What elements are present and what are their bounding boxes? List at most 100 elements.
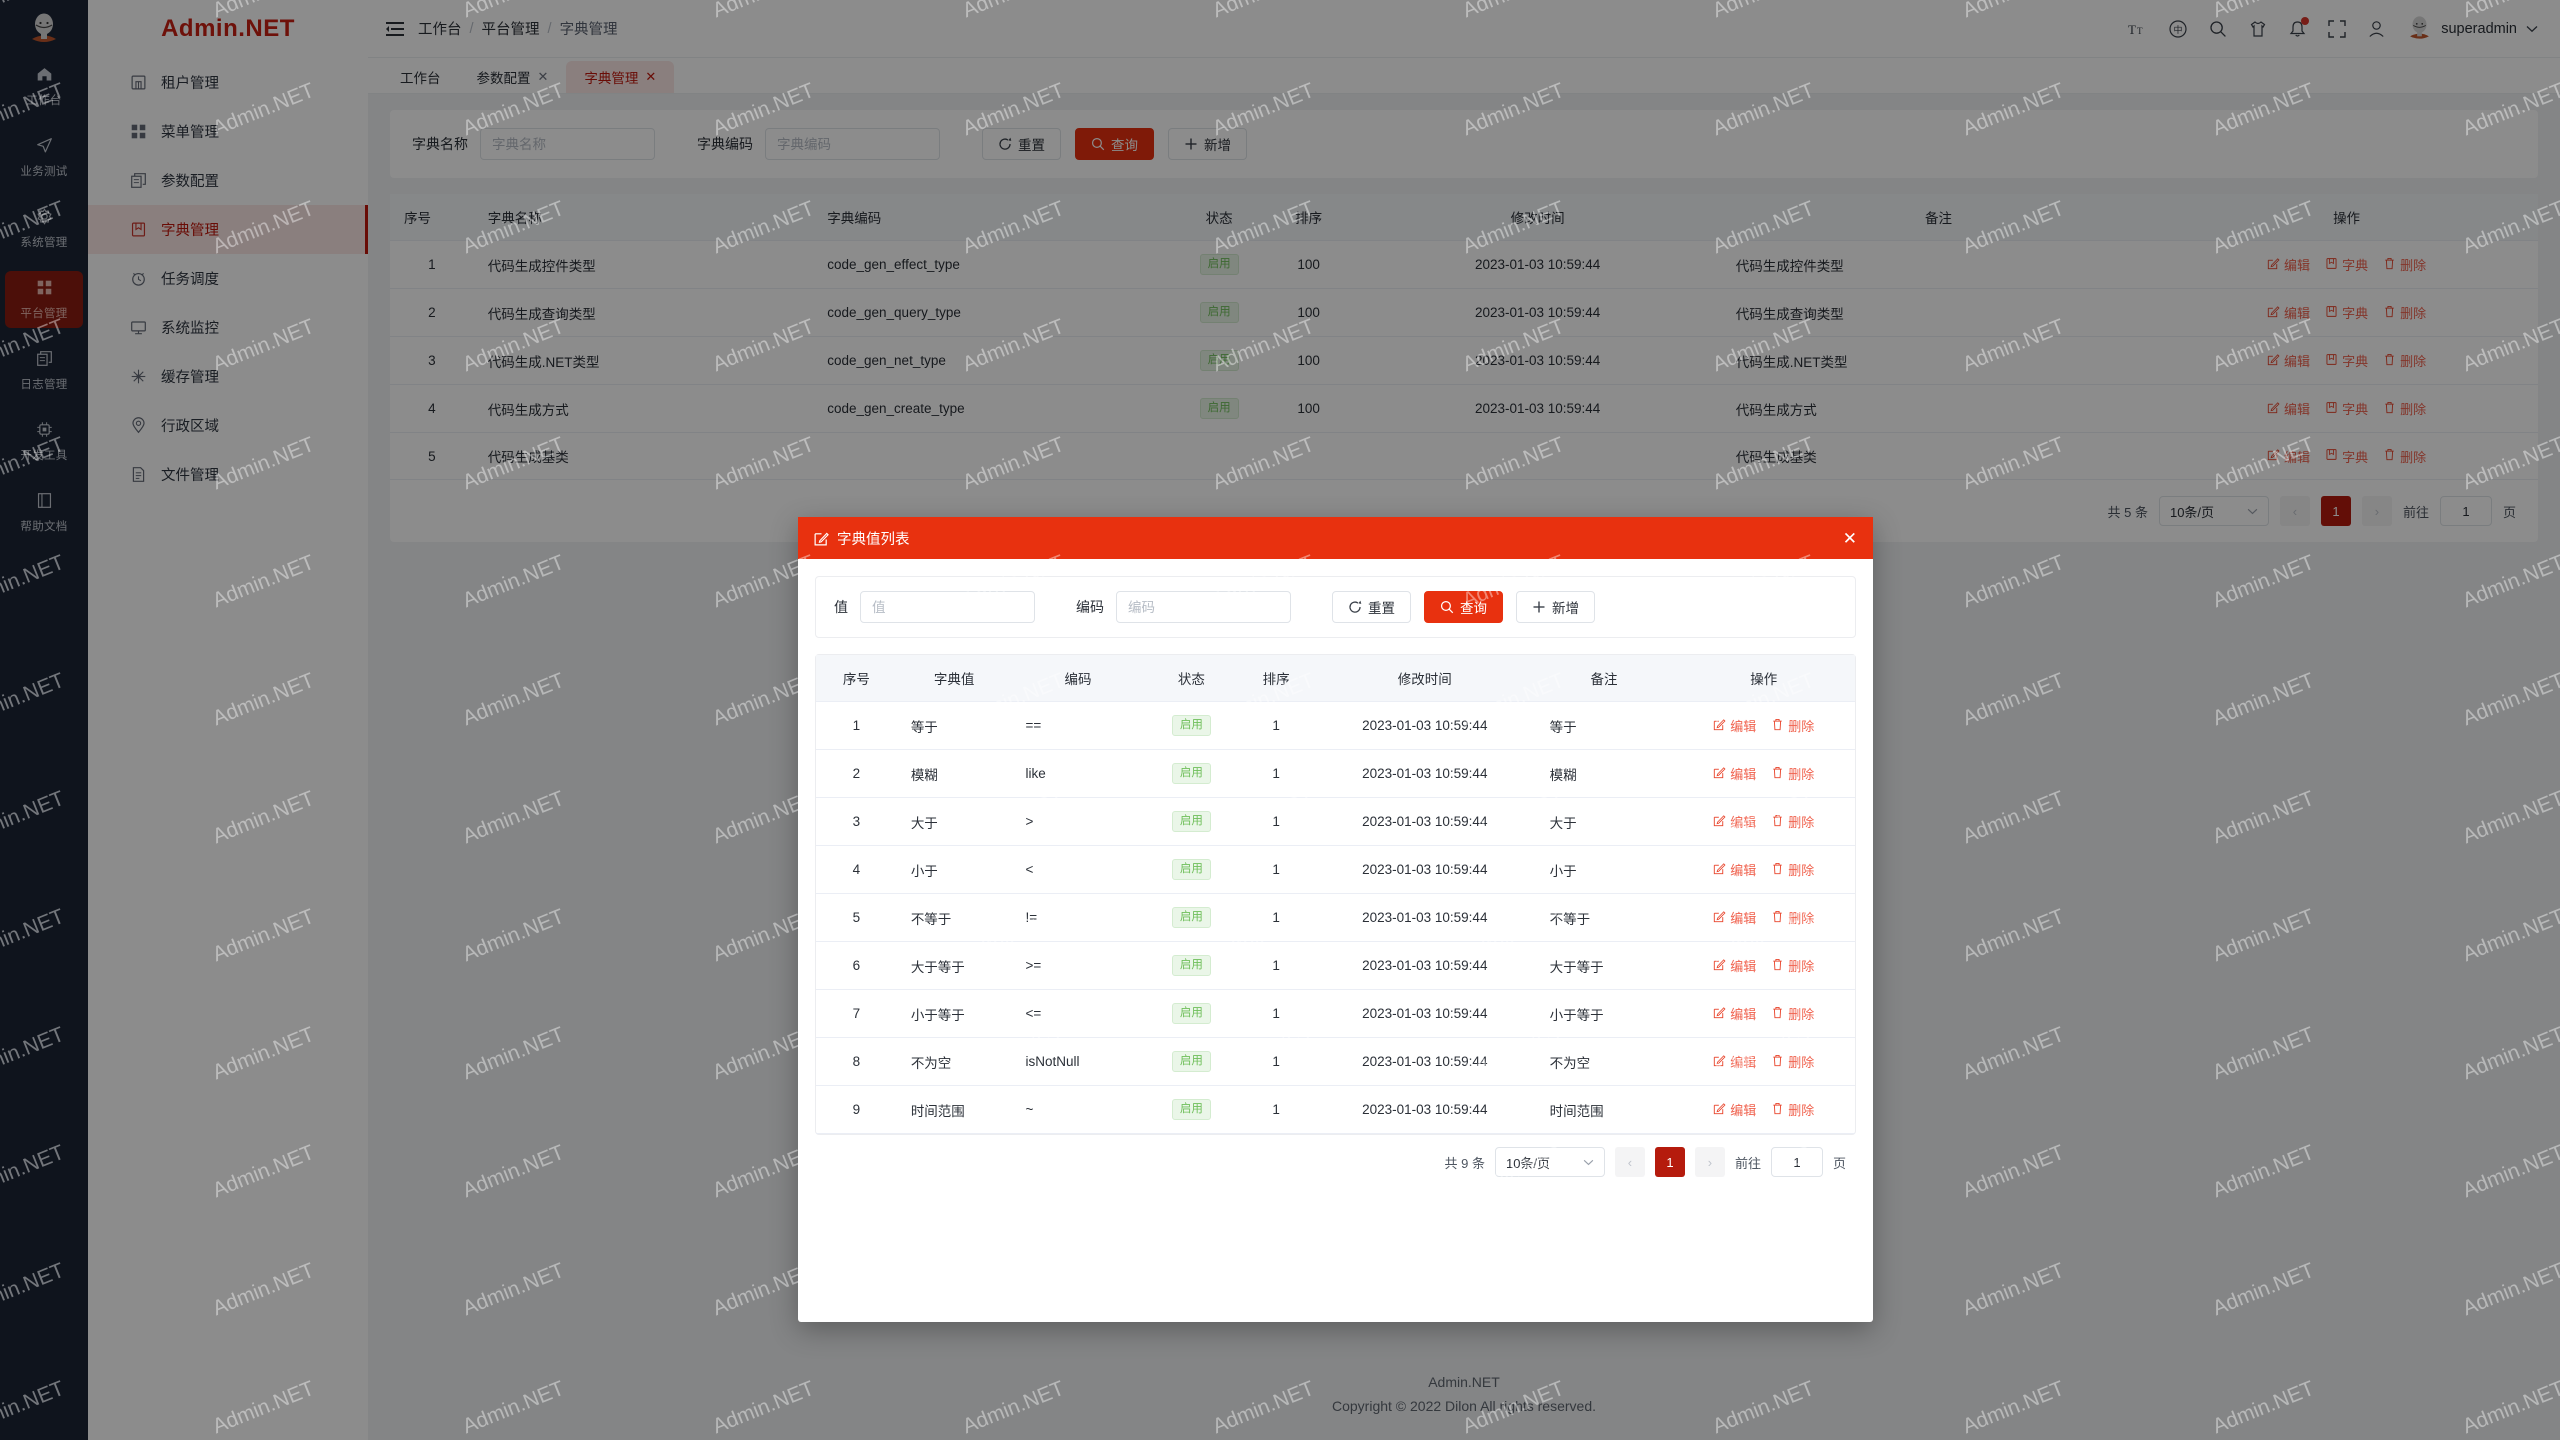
modal-add-button[interactable]: 新增	[1516, 591, 1595, 623]
op-edit-button[interactable]: 编辑	[1708, 1100, 1761, 1119]
op-edit-button[interactable]: 编辑	[1708, 812, 1761, 831]
op-trash-button[interactable]: 删除	[1766, 908, 1819, 927]
op-edit-button[interactable]: 编辑	[2262, 303, 2315, 322]
rail-item-5[interactable]: 开发工具	[5, 413, 83, 470]
op-trash-button[interactable]: 删除	[2378, 447, 2431, 466]
op-edit-button[interactable]: 编辑	[2262, 255, 2315, 274]
sidebar-item-2[interactable]: 参数配置	[88, 156, 368, 205]
notification-bell-icon[interactable]	[2289, 16, 2310, 38]
user-icon[interactable]	[2368, 20, 2385, 38]
table-row[interactable]: 1 等于 == 启用 1 2023-01-03 10:59:44 等于 编辑 删除	[816, 701, 1855, 750]
menu-collapse-icon[interactable]	[382, 21, 408, 36]
page-size-select[interactable]: 10条/页	[2158, 496, 2269, 526]
op-dictionary-button[interactable]: 字典	[2320, 303, 2373, 322]
table-row[interactable]: 3 代码生成.NET类型 code_gen_net_type 启用 100 2023-01…	[390, 336, 2538, 385]
op-edit-button[interactable]: 编辑	[1708, 860, 1761, 879]
page-number-1[interactable]: 1	[2320, 496, 2351, 526]
op-dictionary-button[interactable]: 字典	[2320, 255, 2373, 274]
sidebar-item-6[interactable]: 缓存管理	[88, 352, 368, 401]
op-edit-button[interactable]: 编辑	[1708, 716, 1761, 735]
theme-shirt-icon[interactable]	[2249, 20, 2267, 38]
table-row[interactable]: 6 大于等于 >= 启用 1 2023-01-03 10:59:44 大于等于 编辑 删除	[816, 941, 1855, 990]
op-edit-button[interactable]: 编辑	[1708, 1004, 1761, 1023]
tab-2[interactable]: 字典管理 ✕	[566, 61, 675, 93]
modal-query-button[interactable]: 查询	[1424, 591, 1503, 623]
op-edit-button[interactable]: 编辑	[1708, 764, 1761, 783]
rail-item-2[interactable]: 系统管理	[5, 200, 83, 257]
dict-name-input[interactable]	[480, 128, 655, 160]
query-button[interactable]: 查询	[1075, 128, 1154, 160]
app-logo[interactable]	[0, 0, 88, 58]
table-row[interactable]: 8 不为空 isNotNull 启用 1 2023-01-03 10:59:44 不为空 编辑…	[816, 1037, 1855, 1086]
add-button[interactable]: 新增	[1168, 128, 1247, 160]
op-trash-button[interactable]: 删除	[2378, 399, 2431, 418]
op-trash-button[interactable]: 删除	[1766, 1100, 1819, 1119]
sidebar-item-8[interactable]: 文件管理	[88, 450, 368, 499]
table-row[interactable]: 2 代码生成查询类型 code_gen_query_type 启用 100 2023-01…	[390, 288, 2538, 337]
table-row[interactable]: 3 大于 > 启用 1 2023-01-03 10:59:44 大于 编辑 删除	[816, 797, 1855, 846]
sidebar-item-1[interactable]: 菜单管理	[88, 107, 368, 156]
op-trash-button[interactable]: 删除	[2378, 351, 2431, 370]
op-edit-button[interactable]: 编辑	[2262, 447, 2315, 466]
op-dictionary-button[interactable]: 字典	[2320, 447, 2373, 466]
table-row[interactable]: 7 小于等于 <= 启用 1 2023-01-03 10:59:44 小于等于 编辑 删除	[816, 989, 1855, 1038]
modal-prev-page-button[interactable]: ‹	[1614, 1147, 1645, 1177]
op-trash-button[interactable]: 删除	[1766, 716, 1819, 735]
op-edit-button[interactable]: 编辑	[1708, 956, 1761, 975]
table-row[interactable]: 5 代码生成基类 代码生成基类 编辑 字典 删除	[390, 432, 2538, 480]
op-trash-button[interactable]: 删除	[2378, 255, 2431, 274]
op-dictionary-button[interactable]: 字典	[2320, 399, 2373, 418]
op-trash-button[interactable]: 删除	[1766, 956, 1819, 975]
table-row[interactable]: 4 小于 < 启用 1 2023-01-03 10:59:44 小于 编辑 删除	[816, 845, 1855, 894]
op-trash-button[interactable]: 删除	[1766, 764, 1819, 783]
sidebar-item-3[interactable]: 字典管理	[88, 205, 368, 254]
next-page-button[interactable]: ›	[2361, 496, 2392, 526]
rail-item-0[interactable]: 工作台	[5, 58, 83, 115]
breadcrumb-item-1[interactable]: 平台管理	[481, 22, 540, 38]
prev-page-button[interactable]: ‹	[2279, 496, 2310, 526]
tab-0[interactable]: 工作台	[382, 61, 459, 93]
op-edit-button[interactable]: 编辑	[1708, 908, 1761, 927]
fullscreen-icon[interactable]	[2328, 19, 2346, 38]
op-edit-button[interactable]: 编辑	[1708, 1052, 1761, 1071]
rail-item-6[interactable]: 帮助文档	[5, 484, 83, 541]
op-trash-button[interactable]: 删除	[2378, 303, 2431, 322]
reset-button[interactable]: 重置	[982, 128, 1061, 160]
goto-page-input[interactable]	[2439, 496, 2492, 526]
op-trash-button[interactable]: 删除	[1766, 1004, 1819, 1023]
table-row[interactable]: 5 不等于 != 启用 1 2023-01-03 10:59:44 不等于 编辑 删除	[816, 893, 1855, 942]
sidebar-item-4[interactable]: 任务调度	[88, 254, 368, 303]
close-icon[interactable]: ✕	[1842, 528, 1857, 548]
tab-1[interactable]: 参数配置 ✕	[459, 61, 567, 93]
op-edit-button[interactable]: 编辑	[2262, 399, 2315, 418]
modal-reset-button[interactable]: 重置	[1332, 591, 1411, 623]
table-row[interactable]: 1 代码生成控件类型 code_gen_effect_type 启用 100 2023-0…	[390, 240, 2538, 289]
rail-item-4[interactable]: 日志管理	[5, 342, 83, 399]
code-input[interactable]	[1116, 591, 1291, 623]
op-trash-button[interactable]: 删除	[1766, 1052, 1819, 1071]
user-menu[interactable]: superadmin	[2407, 15, 2538, 42]
sidebar-item-5[interactable]: 系统监控	[88, 303, 368, 352]
table-row[interactable]: 4 代码生成方式 code_gen_create_type 启用 100 2023-01-…	[390, 384, 2538, 433]
tab-close-icon[interactable]: ✕	[537, 69, 549, 84]
op-dictionary-button[interactable]: 字典	[2320, 351, 2373, 370]
modal-next-page-button[interactable]: ›	[1694, 1147, 1725, 1177]
tab-close-icon[interactable]: ✕	[645, 69, 657, 84]
language-icon[interactable]: 中	[2169, 19, 2187, 38]
value-input[interactable]	[860, 591, 1035, 623]
table-row[interactable]: 9 时间范围 ~ 启用 1 2023-01-03 10:59:44 时间范围 编辑 删除	[816, 1085, 1855, 1134]
modal-goto-page-input[interactable]	[1770, 1147, 1823, 1177]
modal-page-number-1[interactable]: 1	[1654, 1147, 1685, 1177]
op-edit-button[interactable]: 编辑	[2262, 351, 2315, 370]
search-icon[interactable]	[2209, 20, 2227, 38]
op-trash-button[interactable]: 删除	[1766, 812, 1819, 831]
sidebar-item-0[interactable]: 租户管理	[88, 58, 368, 107]
table-row[interactable]: 2 模糊 like 启用 1 2023-01-03 10:59:44 模糊 编辑 删除	[816, 749, 1855, 798]
rail-item-1[interactable]: 业务测试	[5, 129, 83, 186]
breadcrumb-item-0[interactable]: 工作台	[418, 22, 462, 38]
rail-item-3[interactable]: 平台管理	[5, 271, 83, 328]
sidebar-item-7[interactable]: 行政区域	[88, 401, 368, 450]
dict-code-input[interactable]	[765, 128, 940, 160]
op-trash-button[interactable]: 删除	[1766, 860, 1819, 879]
